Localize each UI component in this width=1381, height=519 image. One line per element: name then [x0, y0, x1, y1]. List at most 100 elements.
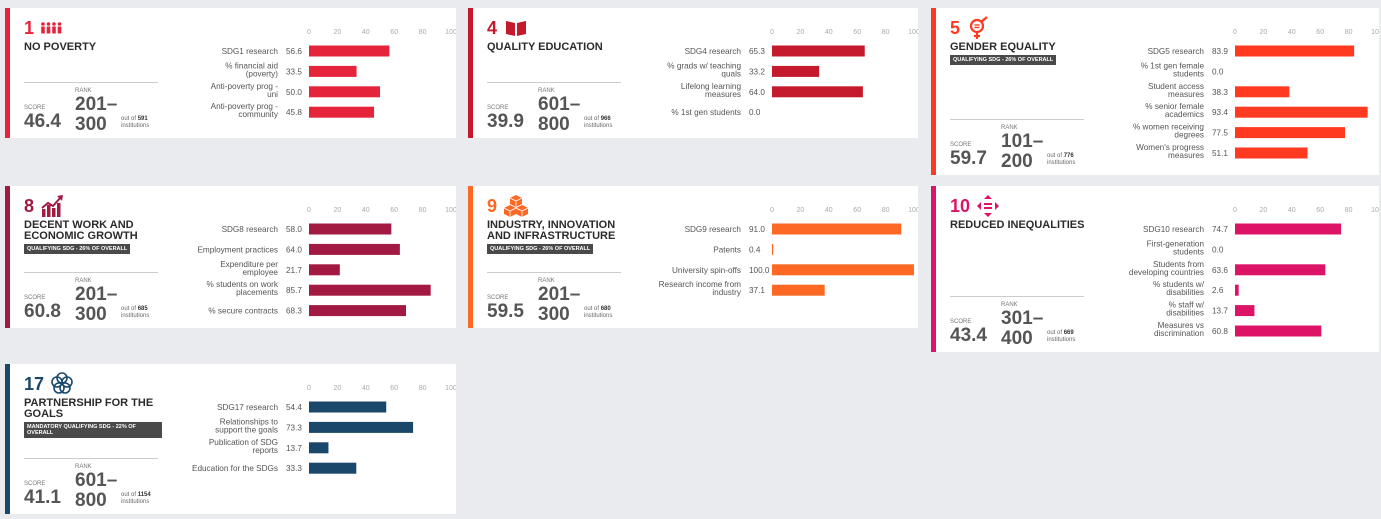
divider — [950, 119, 1084, 120]
sdg-number: 10 — [950, 195, 971, 216]
category-label: academics — [1165, 110, 1204, 119]
value-label: 58.0 — [286, 225, 302, 234]
category-label: Patents — [713, 245, 741, 254]
divider — [24, 458, 158, 459]
category-label: SDG5 research — [1148, 47, 1205, 56]
value-label: 38.3 — [1212, 88, 1228, 97]
rank-top: 601– — [538, 94, 581, 115]
sdg-number: 9 — [487, 195, 498, 216]
category-label: Expenditure per — [220, 260, 278, 269]
rank-top: 201– — [75, 284, 118, 305]
bar — [772, 243, 774, 255]
category-label: disabilities — [1166, 309, 1204, 318]
bar — [309, 243, 400, 255]
x-tick-label: 0 — [307, 207, 311, 214]
value-label: 37.1 — [749, 286, 765, 295]
divider — [24, 272, 158, 273]
category-label: Research income from — [659, 280, 742, 289]
rank-bottom: 300 — [75, 304, 107, 325]
value-label: 93.4 — [1212, 108, 1228, 117]
people-icon — [41, 22, 62, 34]
x-tick-label: 20 — [1260, 29, 1268, 36]
x-tick-label: 100 — [445, 29, 456, 36]
bar — [1235, 147, 1308, 159]
score-value: 41.1 — [24, 487, 61, 508]
category-label: industry — [712, 288, 742, 297]
sdg-header: 10 — [950, 194, 1002, 218]
bar — [309, 462, 357, 474]
x-tick-label: 0 — [770, 29, 774, 36]
qualifying-badge: QUALIFYING SDG - 26% OF OVERALL — [487, 244, 594, 254]
bar-chart: 0 20 40 60 80 100 SDG1 research 56.6 % financial… — [211, 29, 456, 119]
category-label: students — [1173, 69, 1204, 78]
bar-chart: 0 20 40 60 80 100 SDG9 research 91.0 Patents 0.4 U… — [659, 207, 918, 297]
category-label: % staff w/ — [1169, 301, 1205, 310]
rank-bottom: 800 — [75, 490, 107, 511]
category-label: Students from — [1153, 260, 1204, 269]
value-label: 77.5 — [1212, 129, 1228, 138]
rank-top: 201– — [75, 94, 118, 115]
rank-bottom: 800 — [538, 114, 570, 135]
sdg-card-sdg1: 1 NO POVERTY RANK 201– 300 SCORE 46.4 out of 59… — [5, 8, 456, 138]
x-tick-label: 80 — [882, 29, 890, 36]
category-label: University spin-offs — [672, 266, 741, 275]
out-of-prefix: out of — [584, 306, 600, 312]
bar-chart: 0 20 40 60 80 100 SDG8 research 58.0 Employment … — [197, 207, 456, 317]
divider — [950, 296, 1084, 297]
x-tick-label: 100 — [445, 385, 456, 392]
x-tick-label: 40 — [1288, 207, 1296, 214]
sdg-header: 4 — [487, 16, 529, 40]
rank-bottom: 400 — [1001, 328, 1033, 349]
sdg-title: DECENT WORK AND ECONOMIC GROWTH — [24, 219, 138, 242]
x-tick-label: 40 — [1288, 29, 1296, 36]
value-label: 74.7 — [1212, 225, 1228, 234]
value-label: 68.3 — [286, 307, 302, 316]
score-label: SCORE — [24, 105, 46, 111]
value-label: 13.7 — [1212, 307, 1228, 316]
value-label: 63.6 — [1212, 266, 1228, 275]
sdg-title: REDUCED INEQUALITIES — [950, 219, 1085, 231]
sdg-number: 5 — [950, 17, 961, 38]
out-of-total: out of 776 institutions — [1047, 153, 1089, 167]
value-label: 0.0 — [1212, 245, 1224, 254]
bar — [309, 305, 406, 317]
category-label: degrees — [1174, 131, 1204, 140]
rank-bottom: 200 — [1001, 151, 1033, 172]
rank-value: 601– 800 — [75, 471, 117, 511]
category-label: (poverty) — [246, 69, 279, 78]
out-of-suffix: institutions — [584, 123, 613, 129]
category-label: measures — [705, 90, 741, 99]
value-label: 51.1 — [1212, 149, 1228, 158]
score-value: 43.4 — [950, 325, 987, 346]
x-tick-label: 100 — [445, 207, 456, 214]
x-tick-label: 80 — [419, 207, 427, 214]
bar — [1235, 127, 1346, 139]
category-label: quals — [721, 69, 741, 78]
sdg-number: 4 — [487, 17, 498, 38]
cubes-icon — [503, 195, 529, 217]
value-label: 60.8 — [1212, 327, 1228, 336]
value-label: 0.0 — [749, 108, 761, 117]
sdg-header: 9 — [487, 194, 529, 218]
value-label: 64.0 — [749, 88, 765, 97]
value-label: 65.3 — [749, 47, 765, 56]
rank-value: 201– 300 — [75, 285, 117, 325]
category-label: % secure contracts — [208, 307, 278, 316]
score-label: SCORE — [24, 481, 46, 487]
x-tick-label: 80 — [1345, 207, 1353, 214]
sdg-header: 1 — [24, 16, 66, 40]
bar-chart: 0 20 40 60 80 100 SDG10 research 74.7 First-gene… — [1129, 207, 1379, 338]
x-tick-label: 80 — [1345, 29, 1353, 36]
growth-icon — [41, 195, 64, 217]
out-of-count: 966 — [600, 116, 611, 122]
bar — [1235, 305, 1255, 317]
book-icon — [506, 21, 527, 36]
out-of-prefix: out of — [121, 116, 137, 122]
sdg-number: 1 — [24, 17, 35, 38]
out-of-total: out of 1154 institutions — [121, 492, 163, 506]
x-tick-label: 100 — [908, 29, 918, 36]
category-label: % 1st gen students — [671, 108, 741, 117]
value-label: 73.3 — [286, 423, 302, 432]
rank-label: RANK — [538, 278, 555, 284]
rank-label: RANK — [75, 464, 92, 470]
